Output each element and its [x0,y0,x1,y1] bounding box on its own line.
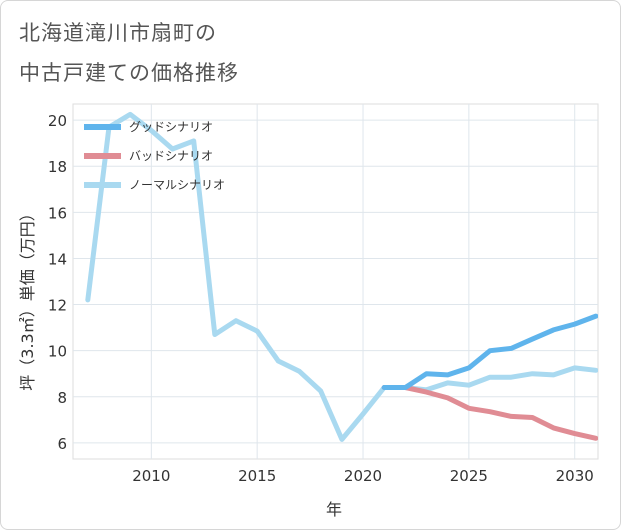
y-tick-label: 20 [48,112,67,130]
legend-label: バッドシナリオ [129,149,213,163]
y-tick-label: 10 [48,343,67,361]
series-lines [85,111,598,442]
y-tick-label: 8 [57,389,67,407]
y-tick-label: 6 [57,435,67,453]
y-tick-label: 16 [48,204,67,222]
series-line-1 [381,313,598,390]
x-axis-label: 年 [326,500,342,519]
y-tick-label: 14 [48,250,67,268]
x-tick-label: 2010 [132,467,170,485]
tick-labels: 6 8 10 12 14 16 18 20 2010 2015 2020 2025 2030 [48,112,594,485]
legend-label: グッドシナリオ [129,120,213,134]
y-axis-label: 坪（3.3㎡）単価（万円） [18,205,37,390]
x-tick-label: 2015 [238,467,276,485]
series-line-2 [381,385,598,441]
legend-label: ノーマルシナリオ [129,178,225,192]
series-line-3 [85,111,598,442]
x-tick-label: 2025 [450,467,488,485]
y-tick-label: 18 [48,158,67,176]
y-tick-label: 12 [48,297,67,315]
chart-title-line-1: 北海道滝川市扇町の [19,21,217,45]
x-tick-label: 2030 [556,467,594,485]
chart-title-line-2: 中古戸建ての価格推移 [19,61,239,85]
grid-lines [73,104,598,459]
x-tick-label: 2020 [344,467,382,485]
plot-area [72,103,599,460]
